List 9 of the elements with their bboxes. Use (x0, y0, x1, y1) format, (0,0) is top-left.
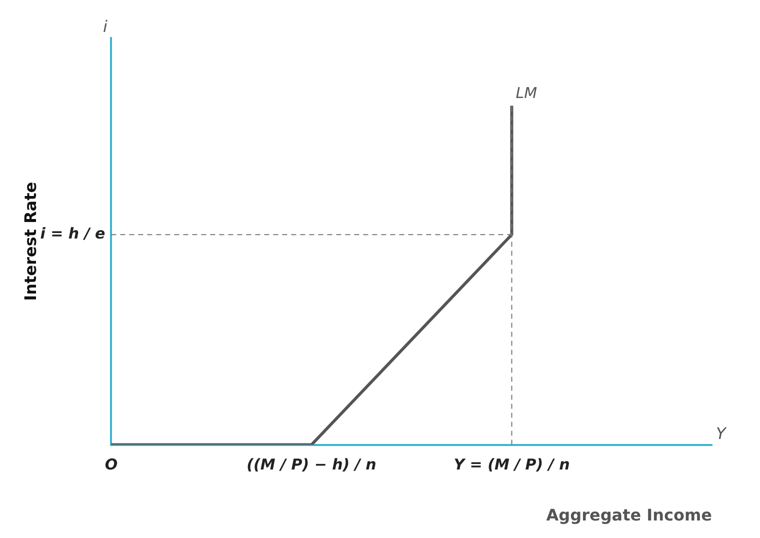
text: i (102, 17, 108, 36)
text: Y (716, 424, 727, 443)
x-tick-label: O (104, 456, 118, 474)
x-tick-label: ((M / P) − h) / n (246, 456, 376, 474)
x-tick-label: Y = (M / P) / n (454, 456, 570, 474)
x-axis-title: Aggregate Income (546, 506, 712, 525)
series-label: LM (516, 84, 538, 102)
y-axis-title: Interest Rate (20, 182, 40, 301)
ref-line-label: i = h / e (40, 224, 106, 243)
